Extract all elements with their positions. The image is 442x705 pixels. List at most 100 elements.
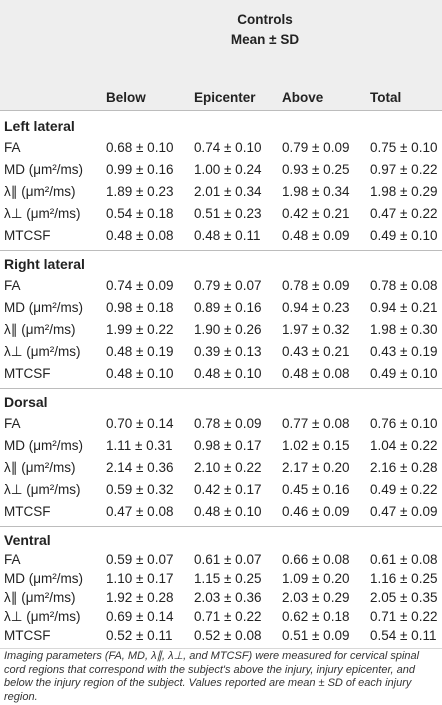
- group-header: Controls Mean ± SD: [170, 10, 360, 50]
- param-label: λ⊥ (μm²/ms): [4, 609, 81, 624]
- value-below: 0.59 ± 0.07: [106, 552, 174, 567]
- value-epicenter: 2.01 ± 0.34: [194, 184, 262, 199]
- value-epicenter: 2.10 ± 0.22: [194, 460, 262, 475]
- value-total: 0.49 ± 0.10: [370, 366, 438, 381]
- table-row: λ∥ (μm²/ms) 1.89 ± 0.23 2.01 ± 0.34 1.98…: [0, 184, 442, 204]
- table-row: MD (μm²/ms) 0.98 ± 0.18 0.89 ± 0.16 0.94…: [0, 300, 442, 320]
- section-divider: [0, 388, 442, 389]
- value-above: 1.98 ± 0.34: [282, 184, 350, 199]
- value-epicenter: 0.48 ± 0.10: [194, 366, 262, 381]
- value-epicenter: 0.51 ± 0.23: [194, 206, 262, 221]
- column-header-below: Below: [106, 90, 146, 105]
- param-label: λ∥ (μm²/ms): [4, 184, 76, 199]
- section-title: Dorsal: [4, 394, 48, 410]
- value-above: 0.94 ± 0.23: [282, 300, 350, 315]
- value-total: 0.47 ± 0.09: [370, 504, 438, 519]
- param-label: MTCSF: [4, 628, 51, 643]
- value-total: 0.43 ± 0.19: [370, 344, 438, 359]
- value-above: 0.62 ± 0.18: [282, 609, 350, 624]
- stat-label: Mean ± SD: [230, 32, 300, 47]
- value-total: 0.76 ± 0.10: [370, 416, 438, 431]
- value-epicenter: 0.61 ± 0.07: [194, 552, 262, 567]
- value-epicenter: 0.48 ± 0.10: [194, 504, 262, 519]
- param-label: MTCSF: [4, 228, 51, 243]
- section-title: Ventral: [4, 532, 51, 548]
- value-epicenter: 1.00 ± 0.24: [194, 162, 262, 177]
- table-row: FA 0.59 ± 0.07 0.61 ± 0.07 0.66 ± 0.08 0…: [0, 552, 442, 572]
- value-below: 1.99 ± 0.22: [106, 322, 174, 337]
- table-row: λ⊥ (μm²/ms) 0.54 ± 0.18 0.51 ± 0.23 0.42…: [0, 206, 442, 226]
- value-below: 0.48 ± 0.08: [106, 228, 174, 243]
- value-total: 2.16 ± 0.28: [370, 460, 438, 475]
- value-below: 0.54 ± 0.18: [106, 206, 174, 221]
- param-label: MD (μm²/ms): [4, 438, 84, 453]
- value-total: 0.97 ± 0.22: [370, 162, 438, 177]
- table-header: [0, 0, 442, 110]
- param-label: λ⊥ (μm²/ms): [4, 482, 81, 497]
- value-total: 1.98 ± 0.29: [370, 184, 438, 199]
- value-total: 0.54 ± 0.11: [370, 628, 437, 643]
- table-footnote: Imaging parameters (FA, MD, λ∥, λ⊥, and …: [4, 650, 420, 703]
- column-header-epicenter: Epicenter: [194, 90, 256, 105]
- value-below: 2.14 ± 0.36: [106, 460, 174, 475]
- value-total: 1.16 ± 0.25: [370, 571, 438, 586]
- value-total: 0.49 ± 0.22: [370, 482, 438, 497]
- value-above: 0.93 ± 0.25: [282, 162, 350, 177]
- value-below: 1.89 ± 0.23: [106, 184, 174, 199]
- param-label: λ∥ (μm²/ms): [4, 322, 76, 337]
- value-epicenter: 0.48 ± 0.11: [194, 228, 261, 243]
- param-label: λ∥ (μm²/ms): [4, 460, 76, 475]
- value-total: 1.98 ± 0.30: [370, 322, 438, 337]
- column-header-above: Above: [282, 90, 324, 105]
- value-epicenter: 0.98 ± 0.17: [194, 438, 262, 453]
- table-row: MD (μm²/ms) 0.99 ± 0.16 1.00 ± 0.24 0.93…: [0, 162, 442, 182]
- value-below: 0.69 ± 0.14: [106, 609, 174, 624]
- column-header-total: Total: [370, 90, 402, 105]
- value-below: 1.92 ± 0.28: [106, 590, 174, 605]
- table-row: FA 0.74 ± 0.09 0.79 ± 0.07 0.78 ± 0.09 0…: [0, 278, 442, 298]
- value-above: 2.03 ± 0.29: [282, 590, 350, 605]
- value-total: 2.05 ± 0.35: [370, 590, 438, 605]
- param-label: λ⊥ (μm²/ms): [4, 206, 81, 221]
- value-below: 1.10 ± 0.17: [106, 571, 174, 586]
- value-above: 1.97 ± 0.32: [282, 322, 350, 337]
- param-label: MD (μm²/ms): [4, 571, 84, 586]
- table-row: MD (μm²/ms) 1.10 ± 0.17 1.15 ± 0.25 1.09…: [0, 571, 442, 591]
- table-row: λ∥ (μm²/ms) 1.92 ± 0.28 2.03 ± 0.36 2.03…: [0, 590, 442, 610]
- section-divider: [0, 250, 442, 251]
- value-epicenter: 0.89 ± 0.16: [194, 300, 262, 315]
- value-epicenter: 2.03 ± 0.36: [194, 590, 262, 605]
- value-above: 0.51 ± 0.09: [282, 628, 350, 643]
- value-above: 2.17 ± 0.20: [282, 460, 350, 475]
- value-epicenter: 0.42 ± 0.17: [194, 482, 262, 497]
- value-epicenter: 1.90 ± 0.26: [194, 322, 262, 337]
- value-below: 0.47 ± 0.08: [106, 504, 174, 519]
- value-below: 0.99 ± 0.16: [106, 162, 174, 177]
- value-total: 0.94 ± 0.21: [370, 300, 438, 315]
- section-title: Left lateral: [4, 118, 75, 134]
- header-divider: [0, 110, 442, 111]
- param-label: FA: [4, 552, 21, 567]
- value-epicenter: 0.79 ± 0.07: [194, 278, 262, 293]
- value-below: 0.48 ± 0.10: [106, 366, 174, 381]
- table-row: λ⊥ (μm²/ms) 0.48 ± 0.19 0.39 ± 0.13 0.43…: [0, 344, 442, 364]
- value-below: 0.48 ± 0.19: [106, 344, 174, 359]
- table-row: λ∥ (μm²/ms) 1.99 ± 0.22 1.90 ± 0.26 1.97…: [0, 322, 442, 342]
- value-total: 0.75 ± 0.10: [370, 140, 438, 155]
- value-above: 0.45 ± 0.16: [282, 482, 350, 497]
- value-below: 0.59 ± 0.32: [106, 482, 174, 497]
- param-label: MD (μm²/ms): [4, 300, 84, 315]
- table-row: λ⊥ (μm²/ms) 0.69 ± 0.14 0.71 ± 0.22 0.62…: [0, 609, 442, 629]
- value-total: 0.47 ± 0.22: [370, 206, 438, 221]
- param-label: λ∥ (μm²/ms): [4, 590, 76, 605]
- param-label: λ⊥ (μm²/ms): [4, 344, 81, 359]
- table-bottom-rule: [0, 648, 442, 649]
- table-row: MTCSF 0.48 ± 0.10 0.48 ± 0.10 0.48 ± 0.0…: [0, 366, 442, 386]
- param-label: MTCSF: [4, 504, 51, 519]
- value-below: 0.68 ± 0.10: [106, 140, 174, 155]
- value-above: 0.66 ± 0.08: [282, 552, 350, 567]
- value-epicenter: 1.15 ± 0.25: [194, 571, 262, 586]
- value-total: 0.61 ± 0.08: [370, 552, 438, 567]
- section-title: Right lateral: [4, 256, 85, 272]
- param-label: MTCSF: [4, 366, 51, 381]
